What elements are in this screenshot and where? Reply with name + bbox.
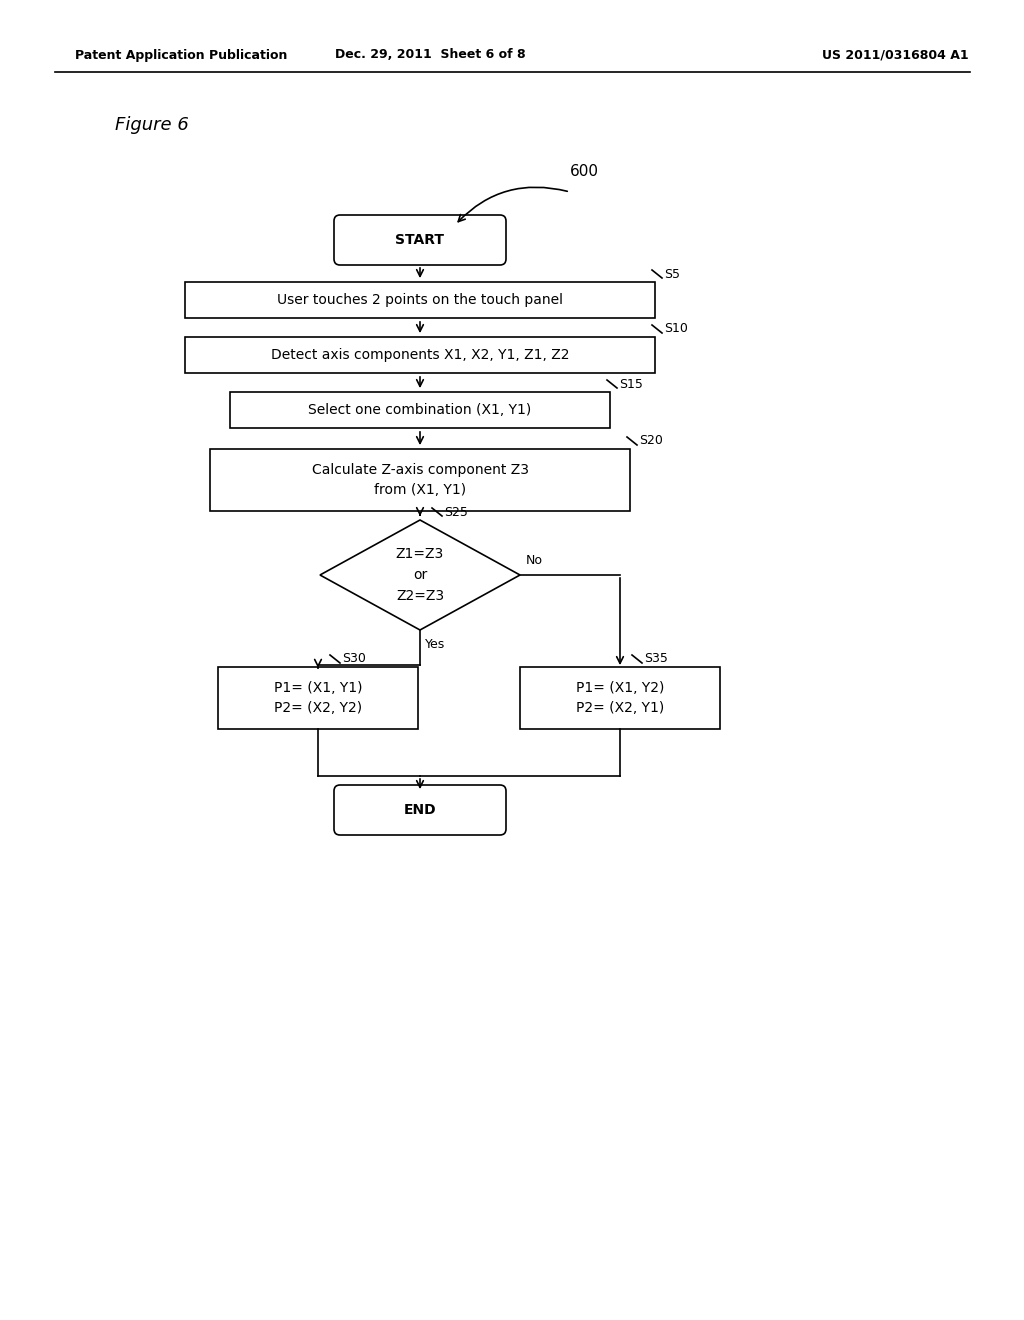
Text: P1= (X1, Y1)
P2= (X2, Y2): P1= (X1, Y1) P2= (X2, Y2) <box>273 681 362 714</box>
Text: S20: S20 <box>639 434 663 447</box>
Bar <box>230 392 610 428</box>
Text: Select one combination (X1, Y1): Select one combination (X1, Y1) <box>308 403 531 417</box>
Text: P1= (X1, Y2)
P2= (X2, Y1): P1= (X1, Y2) P2= (X2, Y1) <box>575 681 665 714</box>
Text: S30: S30 <box>342 652 366 665</box>
Bar <box>520 667 720 729</box>
Text: S10: S10 <box>664 322 688 335</box>
Bar <box>210 449 630 511</box>
Text: S35: S35 <box>644 652 668 665</box>
Text: Calculate Z-axis component Z3
from (X1, Y1): Calculate Z-axis component Z3 from (X1, … <box>311 463 528 496</box>
Text: Yes: Yes <box>425 638 445 651</box>
Text: END: END <box>403 803 436 817</box>
Bar <box>185 337 655 374</box>
Text: User touches 2 points on the touch panel: User touches 2 points on the touch panel <box>278 293 563 308</box>
FancyBboxPatch shape <box>334 215 506 265</box>
Text: START: START <box>395 234 444 247</box>
Polygon shape <box>319 520 520 630</box>
Text: 600: 600 <box>570 165 599 180</box>
Text: Z1=Z3
or
Z2=Z3: Z1=Z3 or Z2=Z3 <box>396 548 444 603</box>
Text: S15: S15 <box>618 378 643 391</box>
Text: S25: S25 <box>444 506 468 519</box>
Bar <box>185 282 655 318</box>
Text: Patent Application Publication: Patent Application Publication <box>75 49 288 62</box>
Text: S5: S5 <box>664 268 680 281</box>
Text: No: No <box>526 554 543 568</box>
Text: Detect axis components X1, X2, Y1, Z1, Z2: Detect axis components X1, X2, Y1, Z1, Z… <box>270 348 569 362</box>
Text: Dec. 29, 2011  Sheet 6 of 8: Dec. 29, 2011 Sheet 6 of 8 <box>335 49 525 62</box>
Text: Figure 6: Figure 6 <box>115 116 188 135</box>
Bar <box>218 667 418 729</box>
FancyBboxPatch shape <box>334 785 506 836</box>
Text: US 2011/0316804 A1: US 2011/0316804 A1 <box>821 49 969 62</box>
